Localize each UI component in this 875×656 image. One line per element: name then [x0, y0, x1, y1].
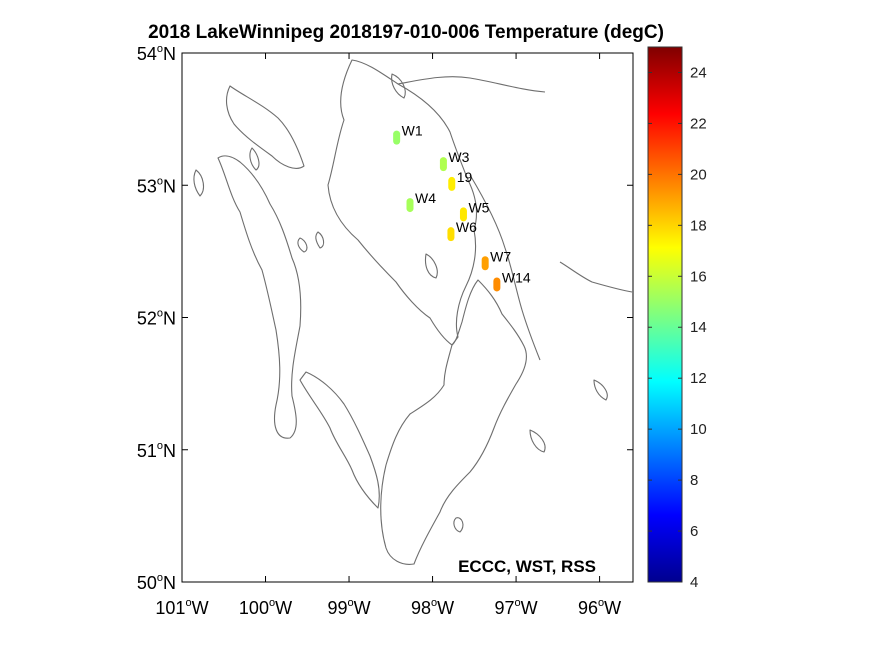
station-marker	[439, 157, 447, 172]
colorbar-tick-label: 20	[690, 166, 707, 183]
colorbar-tick-label: 12	[690, 370, 707, 387]
station-marker	[481, 256, 489, 271]
station-label: W7	[490, 248, 511, 264]
station-marker	[448, 176, 456, 191]
station-marker	[459, 207, 467, 222]
colorbar-tick-label: 8	[690, 472, 698, 489]
station-label: W6	[456, 219, 477, 235]
island-1	[249, 147, 260, 171]
map-title: 2018 LakeWinnipeg 2018197-010-006 Temper…	[148, 22, 664, 43]
colorbar-tick-label: 4	[690, 574, 698, 591]
cedar-lake-shoreline	[225, 85, 305, 169]
stations-layer: W1 W3 19 W4 W5 W6 W7 W14	[393, 123, 531, 292]
small-lake-2	[453, 517, 464, 533]
x-tick-label: 97oW	[494, 597, 537, 618]
x-tick-label: 100oW	[239, 597, 292, 618]
station-label: W1	[402, 123, 423, 139]
small-lake-4	[193, 169, 205, 197]
colorbar-tick-label: 14	[690, 319, 707, 336]
station-marker	[393, 130, 401, 145]
station-label: W3	[448, 149, 469, 165]
y-tick-label: 52oN	[137, 308, 176, 329]
y-tick-label: 53oN	[137, 175, 176, 196]
map-frame	[181, 52, 634, 583]
x-tick-label: 96oW	[578, 597, 621, 618]
x-axis: 101oW 100oW 99oW 98oW 97oW 96oW	[155, 53, 621, 618]
small-lake-1	[424, 253, 438, 279]
credit-label: ECCC, WST, RSS	[458, 557, 596, 576]
lake-manitoba-shoreline	[299, 371, 380, 509]
lake-winnipegosis-shoreline	[217, 155, 302, 439]
colorbar-tick-label: 6	[690, 523, 698, 540]
island-3	[315, 231, 325, 249]
colorbar-tick-label: 10	[690, 421, 707, 438]
x-tick-label: 98oW	[411, 597, 454, 618]
east-shore	[469, 174, 541, 361]
small-lake-6	[593, 379, 608, 401]
lake-south-basin-shoreline	[380, 279, 527, 565]
island-2	[297, 237, 308, 253]
colorbar-tick-label: 22	[690, 115, 707, 132]
colorbar-tick-label: 16	[690, 268, 707, 285]
station-label: W5	[468, 199, 489, 215]
y-tick-label: 50oN	[137, 572, 176, 593]
colorbar-gradient	[647, 46, 683, 583]
north-rivers	[397, 76, 546, 93]
station-label: 19	[457, 169, 473, 185]
east-lakes	[559, 261, 633, 293]
station-marker	[447, 227, 455, 242]
y-tick-label: 54oN	[137, 43, 176, 64]
station-marker	[406, 198, 414, 213]
small-lake-3	[529, 429, 546, 453]
small-lake-5	[391, 73, 406, 99]
colorbar-tick-label: 18	[690, 217, 707, 234]
station-label: W14	[502, 269, 531, 285]
station-label: W4	[415, 190, 436, 206]
station-marker	[493, 277, 501, 292]
colorbar: 4 6 8 10 12 14 16 18 20 22 24	[647, 46, 707, 591]
colorbar-ticks: 4 6 8 10 12 14 16 18 20 22 24	[648, 64, 707, 591]
y-tick-label: 51oN	[137, 440, 176, 461]
x-tick-label: 101oW	[155, 597, 208, 618]
coastlines	[193, 59, 633, 565]
x-tick-label: 99oW	[327, 597, 370, 618]
colorbar-tick-label: 24	[690, 64, 707, 81]
y-axis: 54oN 53oN 52oN 51oN 50oN	[137, 43, 633, 593]
